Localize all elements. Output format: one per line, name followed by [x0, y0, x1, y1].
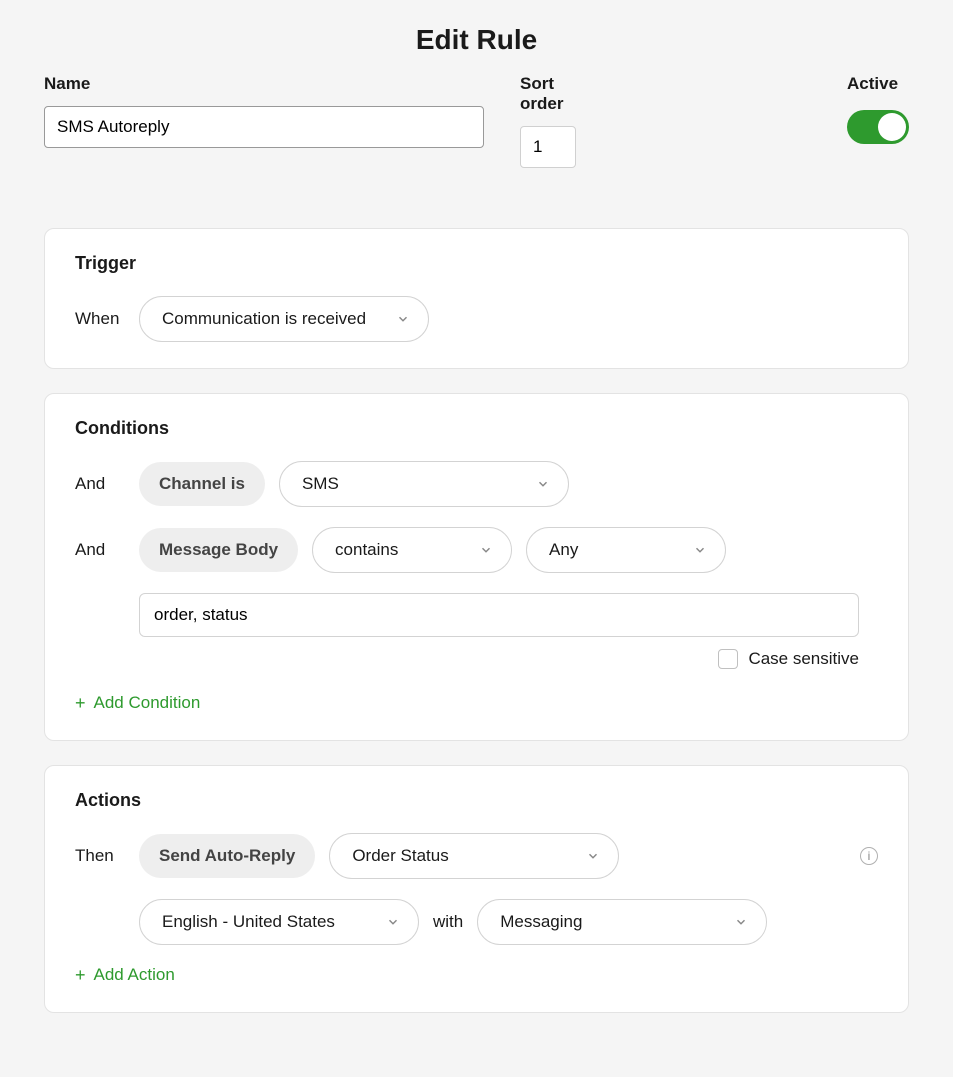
template-select-value: Order Status: [352, 846, 448, 866]
condition-chip-channel[interactable]: Channel is: [139, 462, 265, 506]
channel-select-value: SMS: [302, 474, 339, 494]
name-label: Name: [44, 74, 484, 94]
match-select[interactable]: Any: [526, 527, 726, 573]
add-action-label: Add Action: [94, 965, 175, 985]
channel-select[interactable]: SMS: [279, 461, 569, 507]
plus-icon: +: [75, 966, 86, 984]
header-row: Name Sort order Active: [44, 74, 909, 168]
messaging-select[interactable]: Messaging: [477, 899, 767, 945]
action-chip-autoreply[interactable]: Send Auto-Reply: [139, 834, 315, 878]
active-label: Active: [847, 74, 909, 94]
trigger-title: Trigger: [75, 253, 878, 274]
name-field-group: Name: [44, 74, 484, 148]
trigger-select-value: Communication is received: [162, 309, 366, 329]
action-row-2: English - United States with Messaging: [139, 899, 878, 945]
chevron-down-icon: [586, 849, 600, 863]
info-icon[interactable]: i: [860, 847, 878, 865]
with-label: with: [433, 912, 463, 932]
plus-icon: +: [75, 694, 86, 712]
chevron-down-icon: [734, 915, 748, 929]
language-select-value: English - United States: [162, 912, 335, 932]
add-condition-label: Add Condition: [94, 693, 201, 713]
condition-prefix: And: [75, 540, 125, 560]
actions-title: Actions: [75, 790, 878, 811]
case-sensitive-label: Case sensitive: [748, 649, 859, 669]
name-input[interactable]: [44, 106, 484, 148]
actions-card: Actions Then Send Auto-Reply Order Statu…: [44, 765, 909, 1013]
operator-select[interactable]: contains: [312, 527, 512, 573]
condition-text-input[interactable]: [139, 593, 859, 637]
match-select-value: Any: [549, 540, 578, 560]
sort-order-label: Sort order: [520, 74, 580, 114]
chevron-down-icon: [479, 543, 493, 557]
action-row-1: Then Send Auto-Reply Order Status i: [75, 833, 878, 879]
condition-text-row: [139, 593, 878, 637]
messaging-select-value: Messaging: [500, 912, 582, 932]
trigger-select[interactable]: Communication is received: [139, 296, 429, 342]
language-select[interactable]: English - United States: [139, 899, 419, 945]
conditions-card: Conditions And Channel is SMS And Messag…: [44, 393, 909, 741]
page-title: Edit Rule: [44, 24, 909, 56]
toggle-knob: [878, 113, 906, 141]
condition-row-1: And Channel is SMS: [75, 461, 878, 507]
action-prefix: Then: [75, 846, 125, 866]
sort-order-input[interactable]: [520, 126, 576, 168]
chevron-down-icon: [386, 915, 400, 929]
add-action-button[interactable]: + Add Action: [75, 965, 175, 985]
trigger-prefix: When: [75, 309, 125, 329]
template-select[interactable]: Order Status: [329, 833, 619, 879]
operator-select-value: contains: [335, 540, 398, 560]
conditions-title: Conditions: [75, 418, 878, 439]
chevron-down-icon: [536, 477, 550, 491]
condition-prefix: And: [75, 474, 125, 494]
active-toggle[interactable]: [847, 110, 909, 144]
condition-chip-body[interactable]: Message Body: [139, 528, 298, 572]
active-field-group: Active: [847, 74, 909, 144]
add-condition-button[interactable]: + Add Condition: [75, 693, 200, 713]
condition-row-2: And Message Body contains Any: [75, 527, 878, 573]
trigger-card: Trigger When Communication is received: [44, 228, 909, 369]
chevron-down-icon: [693, 543, 707, 557]
case-sensitive-row: Case sensitive: [139, 649, 859, 669]
chevron-down-icon: [396, 312, 410, 326]
trigger-row: When Communication is received: [75, 296, 878, 342]
case-sensitive-checkbox[interactable]: [718, 649, 738, 669]
sort-order-field-group: Sort order: [520, 74, 580, 168]
